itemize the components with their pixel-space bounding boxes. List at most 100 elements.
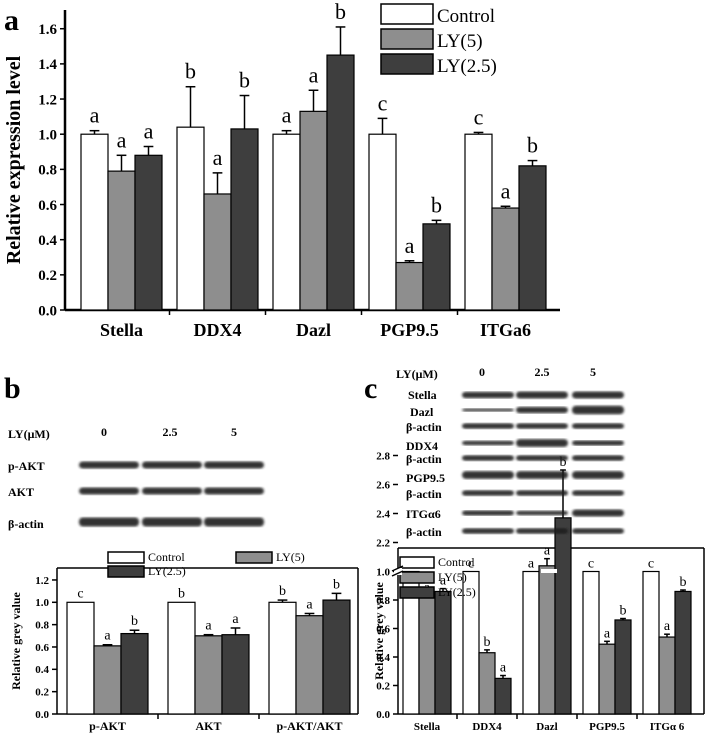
y-tick-label: 0.0 — [376, 709, 390, 721]
panel-letter-c: c — [364, 372, 377, 405]
x-tick-label: AKT — [195, 719, 221, 733]
significance-letter: b — [239, 68, 250, 93]
significance-letter: a — [213, 145, 223, 170]
bar — [203, 193, 232, 311]
axis-break-mark — [391, 565, 404, 572]
y-tick-label: 0.4 — [35, 664, 49, 676]
blot-band — [572, 405, 624, 415]
bar — [518, 165, 547, 311]
bar — [322, 599, 351, 715]
blot-c-row-label: β-actin — [406, 420, 442, 434]
legend-label: Control — [438, 555, 475, 569]
significance-letter: a — [144, 119, 154, 144]
bar — [93, 645, 122, 715]
western-blot-c: LY(μM) 0 2.5 5 Stella Dazl β-actin DDX4 … — [396, 365, 624, 539]
blot-c-lane-0: 0 — [479, 365, 485, 379]
significance-letter: a — [117, 127, 127, 152]
y-tick-label: 0.6 — [35, 642, 49, 654]
blot-band — [462, 440, 514, 446]
blot-b-row-label: p-AKT — [8, 459, 45, 473]
blot-c-row-label: DDX4 — [406, 439, 438, 453]
significance-letter: a — [90, 103, 100, 128]
bar — [478, 652, 496, 715]
blot-c-lane-header: LY(μM) — [396, 367, 438, 381]
y-tick-label: 0.2 — [38, 268, 57, 284]
bar — [120, 632, 149, 715]
bar — [176, 126, 205, 311]
blot-band — [516, 510, 568, 516]
significance-letter: a — [500, 661, 507, 676]
blot-b-lane-1: 2.5 — [163, 425, 178, 439]
significance-letter: b — [333, 577, 340, 592]
bar — [66, 601, 95, 715]
blot-band — [462, 391, 514, 399]
bar — [464, 133, 493, 311]
panel-letter-a: a — [4, 4, 19, 37]
legend-label: LY(5) — [438, 570, 467, 584]
y-tick-label: 2.2 — [376, 537, 390, 549]
significance-letter: a — [232, 612, 239, 627]
blot-band — [516, 490, 568, 496]
blot-c-row-label: Dazl — [410, 405, 434, 419]
x-tick-label: Stella — [414, 721, 441, 733]
legend-label: LY(2.5) — [148, 564, 186, 578]
blot-band — [572, 528, 624, 534]
blot-c-row-label: β-actin — [406, 525, 442, 539]
blot-band — [462, 490, 514, 496]
blot-band — [79, 461, 139, 469]
bar — [368, 133, 397, 311]
y-tick-label: 0.6 — [38, 198, 57, 214]
y-tick-label: 1.2 — [38, 92, 57, 108]
significance-letter: a — [104, 629, 111, 644]
x-tick-label: Dazl — [536, 721, 557, 733]
blot-c-row-label: β-actin — [406, 487, 442, 501]
y-tick-label: 0.2 — [376, 680, 390, 692]
y-tick-label: 1.0 — [38, 127, 57, 143]
significance-letter: c — [474, 104, 484, 129]
bar — [614, 619, 632, 715]
y-tick-label: 2.8 — [376, 450, 390, 462]
blot-b-lane-2: 5 — [231, 425, 237, 439]
bar — [167, 601, 196, 715]
panel-letter-b: b — [4, 372, 21, 405]
bar — [221, 634, 250, 715]
significance-letter: c — [378, 90, 388, 115]
legend-label: Control — [437, 6, 495, 27]
x-tick-label: DDX4 — [472, 721, 502, 733]
significance-letter: a — [282, 103, 292, 128]
significance-letter: a — [544, 544, 551, 559]
significance-letter: a — [306, 597, 313, 612]
bar — [522, 570, 540, 715]
bar — [418, 596, 436, 715]
blot-band — [516, 455, 568, 461]
bar — [194, 635, 223, 715]
significance-letter: c — [588, 557, 594, 572]
y-tick-label: 0.8 — [376, 595, 390, 607]
y-axis-label: Relative grey value — [372, 581, 386, 679]
y-axis-label: Relative expression level — [3, 55, 25, 264]
blot-band — [462, 471, 514, 479]
legend-swatch — [399, 556, 435, 569]
significance-letter: a — [440, 574, 447, 589]
blot-b-row-label: AKT — [8, 485, 34, 499]
axis-break-mark — [391, 570, 404, 577]
bar — [674, 590, 692, 715]
significance-letter: b — [680, 575, 687, 590]
y-tick-label: 1.4 — [38, 57, 57, 73]
blot-band — [572, 455, 624, 461]
blot-band — [572, 471, 624, 479]
legend-label: Control — [148, 550, 185, 564]
y-tick-label: 1.0 — [35, 597, 49, 609]
blot-band — [516, 439, 568, 447]
blot-band — [462, 423, 514, 429]
blot-band — [572, 509, 624, 517]
blot-band — [79, 487, 139, 495]
legend-label: LY(2.5) — [437, 56, 497, 77]
x-tick-label: DDX4 — [194, 320, 242, 340]
legend-swatch — [380, 3, 434, 25]
blot-c-row-label: β-actin — [406, 452, 442, 466]
bar — [462, 570, 480, 715]
significance-letter: c — [468, 557, 474, 572]
bar — [80, 133, 109, 311]
bar — [658, 636, 676, 715]
